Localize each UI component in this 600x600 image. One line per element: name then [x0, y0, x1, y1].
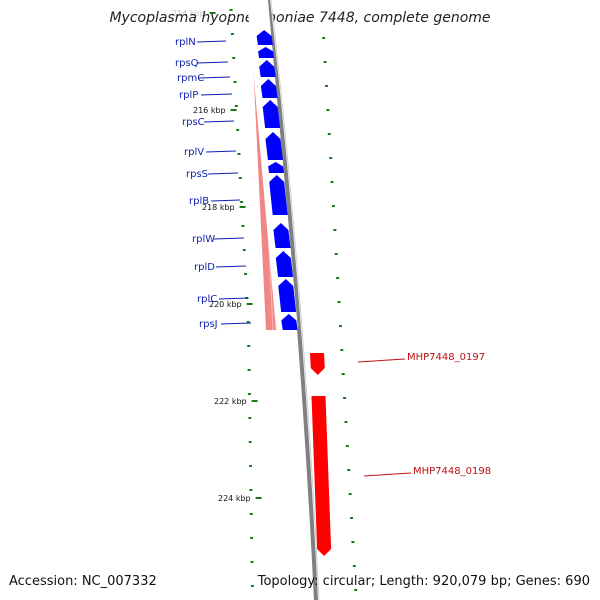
gene-rpss-feature[interactable] [268, 162, 285, 173]
gene-rpmc-leader [198, 76, 231, 79]
gene-rpsq-label[interactable]: rpsQ [175, 58, 199, 69]
gene-rplp-label[interactable]: rplP [179, 90, 198, 101]
gene-mhp7448-0197-leader [357, 358, 406, 363]
kbp-label-218-kbp: 218 kbp [202, 203, 235, 212]
kbp-label-216-kbp: 216 kbp [193, 106, 226, 115]
gene-rpln-label[interactable]: rplN [175, 37, 196, 48]
gene-rpsq-leader [196, 61, 229, 64]
accession-text: Accession: NC_007332 [9, 574, 157, 589]
kbp-label-214-kbp: 214 kbp [172, 9, 205, 18]
gene-rplw-leader [213, 237, 245, 240]
gene-rplc-label[interactable]: rplC [197, 294, 217, 305]
gene-rplb-leader [210, 199, 241, 202]
gene-rpss-label[interactable]: rpsS [186, 169, 208, 180]
gene-rpld-feature[interactable] [275, 251, 294, 277]
gene-mhp7448-0198-label[interactable]: MHP7448_0198 [413, 466, 491, 477]
gene-mhp7448-0198-feature[interactable] [311, 396, 332, 556]
kbp-label-224-kbp: 224 kbp [218, 494, 251, 503]
gene-rpmc-label[interactable]: rpmC [177, 73, 204, 84]
kbp-label-222-kbp: 222 kbp [214, 397, 247, 406]
gene-rplb-label[interactable]: rplB [189, 196, 209, 207]
backbone-arc-highlight [270, 0, 320, 600]
gene-rpld-label[interactable]: rplD [194, 262, 215, 273]
gene-rpsc-label[interactable]: rpsC [182, 117, 205, 128]
gene-rpln-feature[interactable] [256, 30, 273, 45]
gene-mhp7448-0197-feature[interactable] [310, 353, 325, 375]
gene-rplb-feature[interactable] [269, 175, 288, 215]
gene-rpsc-feature[interactable] [262, 100, 281, 128]
gene-rpsj-feature[interactable] [281, 314, 298, 330]
genome-stats-text: Topology: circular; Length: 920,079 bp; … [257, 574, 590, 589]
gene-rplc-leader [218, 297, 249, 300]
gene-rplc-feature[interactable] [278, 279, 297, 312]
kbp-label-220-kbp: 220 kbp [209, 300, 242, 309]
gene-rpmc-feature[interactable] [259, 60, 276, 77]
gene-rplw-label[interactable]: rplW [192, 234, 215, 245]
tick-marks-outer [322, 37, 358, 591]
tick-marks-inner [229, 9, 254, 587]
gene-rplp-feature[interactable] [260, 79, 278, 98]
gene-rpld-leader [215, 265, 247, 268]
gene-rpsj-label[interactable]: rpsJ [199, 319, 218, 330]
gene-rpln-leader [196, 40, 227, 43]
backbone-arc [266, 0, 318, 600]
gene-rpsc-leader [203, 120, 235, 123]
gene-rplw-feature[interactable] [273, 223, 291, 248]
gene-rpsq-feature[interactable] [258, 47, 275, 58]
genome-title: Mycoplasma hyopneumoniae 7448, complete … [109, 10, 491, 26]
gene-rplv-leader [205, 150, 237, 153]
gene-rpsj-leader [220, 322, 252, 325]
gene-rpss-leader [207, 172, 239, 175]
gene-rplv-label[interactable]: rplV [184, 147, 204, 158]
gene-mhp7448-0197-label[interactable]: MHP7448_0197 [407, 352, 485, 363]
gene-rplv-feature[interactable] [265, 132, 283, 160]
gene-mhp7448-0198-leader [363, 472, 412, 477]
gene-rplp-leader [200, 93, 233, 96]
